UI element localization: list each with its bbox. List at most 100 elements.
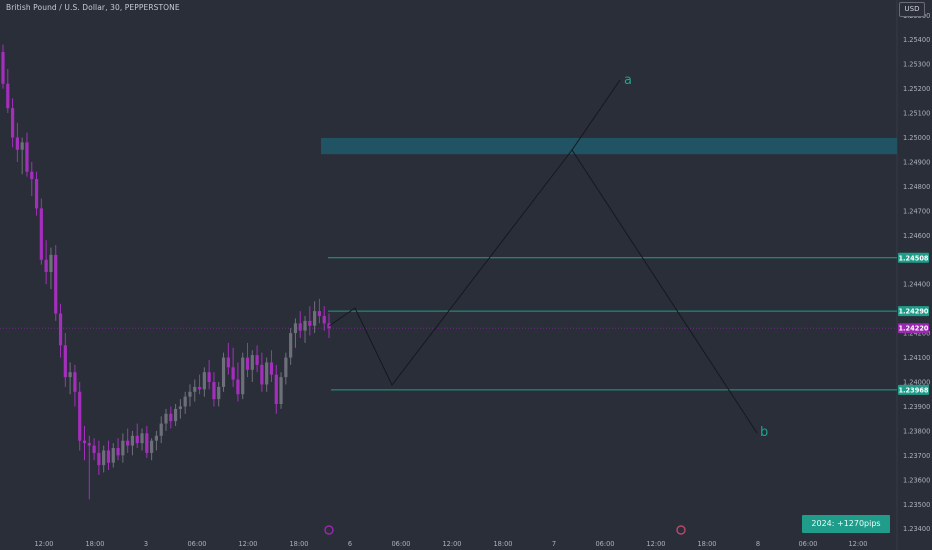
y-tick-label: 1.23800 xyxy=(903,427,930,435)
current-price-tag xyxy=(898,323,929,334)
candle-body xyxy=(15,137,19,150)
candle-body xyxy=(284,357,288,378)
candle-body xyxy=(212,382,216,400)
level-price-tag xyxy=(898,384,929,395)
candle-body xyxy=(279,377,283,405)
candle-body xyxy=(322,315,326,324)
candle-body xyxy=(73,372,77,392)
candle-body xyxy=(303,320,307,331)
event-marker-icon[interactable] xyxy=(324,525,334,535)
event-marker-icon[interactable] xyxy=(676,525,686,535)
x-tick-label: 18:00 xyxy=(289,540,308,548)
candle-body xyxy=(265,362,269,385)
candle-body xyxy=(260,364,264,385)
x-tick-label: 12:00 xyxy=(848,540,867,548)
x-tick-label: 7 xyxy=(552,540,556,548)
candle-body xyxy=(269,362,274,375)
candle-body xyxy=(250,355,254,370)
candle-body xyxy=(54,254,58,314)
candle-body xyxy=(154,435,159,441)
x-tick-label: 8 xyxy=(756,540,760,548)
candle-body xyxy=(6,83,10,109)
y-tick-label: 1.23700 xyxy=(903,452,930,460)
current-price-label: 1.24220 xyxy=(898,325,928,333)
x-tick-label: 6 xyxy=(348,540,352,548)
y-tick-label: 1.24600 xyxy=(903,232,930,240)
y-tick-label: 1.24200 xyxy=(903,330,930,338)
projection-path-a[interactable] xyxy=(328,79,621,386)
candle-body xyxy=(173,408,178,422)
candle-body xyxy=(178,406,182,409)
level-price-label: 1.24508 xyxy=(898,254,928,262)
candle-body xyxy=(226,357,230,368)
candle-body xyxy=(106,450,111,463)
candle-body xyxy=(188,391,192,397)
stats-badge: 2024: +1270pips xyxy=(802,515,890,533)
candle-body xyxy=(308,320,312,326)
candle-body xyxy=(145,433,149,453)
candle-body xyxy=(39,208,43,260)
y-tick-label: 1.23500 xyxy=(903,501,930,509)
level-price-label: 1.24290 xyxy=(898,308,928,316)
x-tick-label: 3 xyxy=(144,540,148,548)
candle-body xyxy=(236,379,240,395)
candle-body xyxy=(82,440,87,444)
y-tick-label: 1.25400 xyxy=(903,36,930,44)
candle-body xyxy=(289,333,293,358)
x-tick-label: 18:00 xyxy=(697,540,716,548)
x-tick-label: 12:00 xyxy=(34,540,53,548)
wave-point-label: a xyxy=(624,73,632,88)
y-tick-label: 1.25200 xyxy=(903,85,930,93)
x-tick-label: 06:00 xyxy=(391,540,410,548)
candle-body xyxy=(10,108,15,138)
resistance-zone[interactable] xyxy=(321,137,897,155)
candle-body xyxy=(87,443,91,446)
symbol-title: British Pound / U.S. Dollar, 30, PEPPERS… xyxy=(6,3,180,12)
y-tick-label: 1.25000 xyxy=(903,134,930,142)
y-tick-label: 1.24000 xyxy=(903,379,930,387)
y-tick-label: 1.24900 xyxy=(903,158,930,166)
level-price-tag xyxy=(898,252,929,263)
candle-body xyxy=(169,413,173,422)
candle-body xyxy=(217,386,221,400)
candle-body xyxy=(255,355,259,365)
y-tick-label: 1.24700 xyxy=(903,207,930,215)
candle-body xyxy=(25,142,29,172)
candle-body xyxy=(298,323,302,331)
wave-point-label: b xyxy=(760,425,768,440)
candle-body xyxy=(44,259,48,272)
x-tick-label: 06:00 xyxy=(595,540,614,548)
candle-body xyxy=(34,179,39,209)
x-tick-label: 12:00 xyxy=(238,540,257,548)
candle-body xyxy=(1,51,5,84)
candle-body xyxy=(197,386,202,390)
candle-body xyxy=(159,423,163,436)
candle-body xyxy=(68,372,72,378)
x-tick-label: 12:00 xyxy=(646,540,665,548)
candle-body xyxy=(20,142,24,150)
candle-body xyxy=(63,345,67,378)
candle-body xyxy=(58,313,63,346)
candle-body xyxy=(293,323,298,334)
candle-body xyxy=(130,435,135,446)
currency-button[interactable]: USD xyxy=(899,2,925,17)
candle-body xyxy=(102,450,106,466)
x-tick-label: 18:00 xyxy=(85,540,104,548)
candle-body xyxy=(317,311,322,316)
candle-body xyxy=(245,357,250,370)
candle-body xyxy=(111,448,115,463)
y-tick-label: 1.23400 xyxy=(903,525,930,533)
candle-body xyxy=(150,440,154,453)
candle-body xyxy=(241,357,245,395)
x-tick-label: 06:00 xyxy=(187,540,206,548)
candle-body xyxy=(78,391,82,441)
projection-path-b[interactable] xyxy=(571,149,758,434)
candle-body xyxy=(121,440,125,456)
y-tick-label: 1.24400 xyxy=(903,281,930,289)
x-tick-label: 12:00 xyxy=(442,540,461,548)
candle-body xyxy=(231,367,235,380)
candle-body xyxy=(140,433,144,444)
candle-body xyxy=(164,413,168,424)
